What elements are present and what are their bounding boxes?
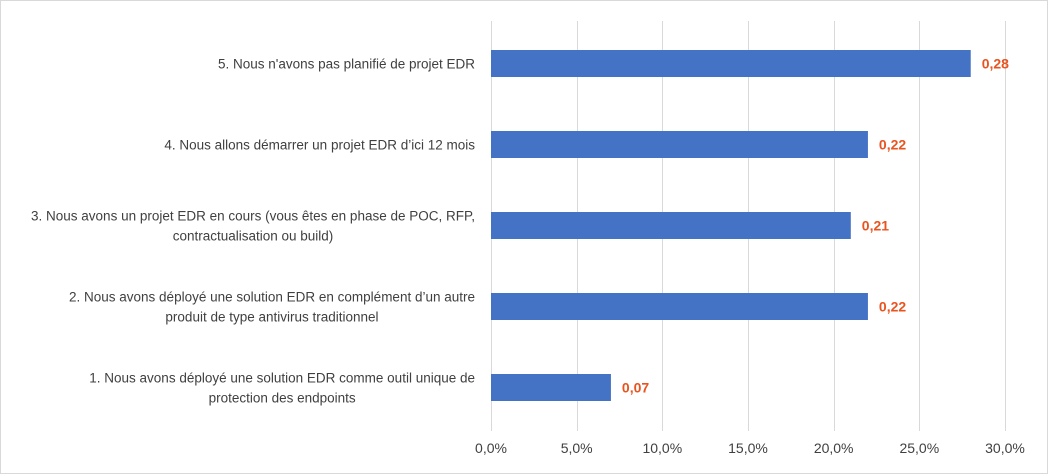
bar — [491, 374, 611, 401]
bars — [491, 50, 971, 401]
x-tick-label: 0,0% — [475, 440, 507, 456]
data-label: 0,22 — [879, 299, 906, 315]
data-label: 0,07 — [622, 380, 649, 396]
category-label: 1. Nous avons déployé une solution EDR c… — [89, 371, 475, 406]
x-tick-label: 20,0% — [814, 440, 854, 456]
x-axis-tick-labels: 0,0% 5,0% 10,0% 15,0% 20,0% 25,0% 30,0% — [475, 440, 1025, 456]
category-label: 4. Nous allons démarrer un projet EDR d’… — [164, 138, 475, 153]
x-tick-label: 30,0% — [985, 440, 1025, 456]
data-label: 0,28 — [982, 56, 1009, 72]
bar — [491, 131, 868, 158]
x-tick-label: 5,0% — [561, 440, 593, 456]
bar — [491, 50, 971, 77]
x-tick-label: 15,0% — [728, 440, 768, 456]
category-label: 5. Nous n'avons pas planifié de projet E… — [218, 57, 475, 72]
x-tick-label: 25,0% — [899, 440, 939, 456]
data-label: 0,22 — [879, 137, 906, 153]
category-labels: 5. Nous n'avons pas planifié de projet E… — [31, 57, 475, 406]
bar — [491, 212, 851, 239]
data-label: 0,21 — [862, 218, 889, 234]
category-label: 2. Nous avons déployé une solution EDR e… — [69, 290, 475, 325]
category-label: 3. Nous avons un projet EDR en cours (vo… — [31, 209, 475, 244]
x-tick-label: 10,0% — [642, 440, 682, 456]
bar — [491, 293, 868, 320]
data-labels: 0,28 0,22 0,21 0,22 0,07 — [622, 56, 1009, 396]
